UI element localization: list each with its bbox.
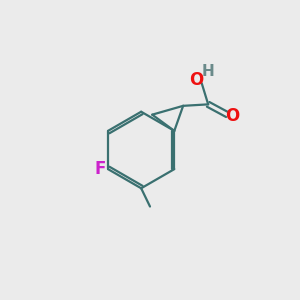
Text: H: H: [202, 64, 214, 80]
Text: O: O: [226, 107, 240, 125]
Text: F: F: [94, 160, 106, 178]
Text: O: O: [189, 70, 203, 88]
